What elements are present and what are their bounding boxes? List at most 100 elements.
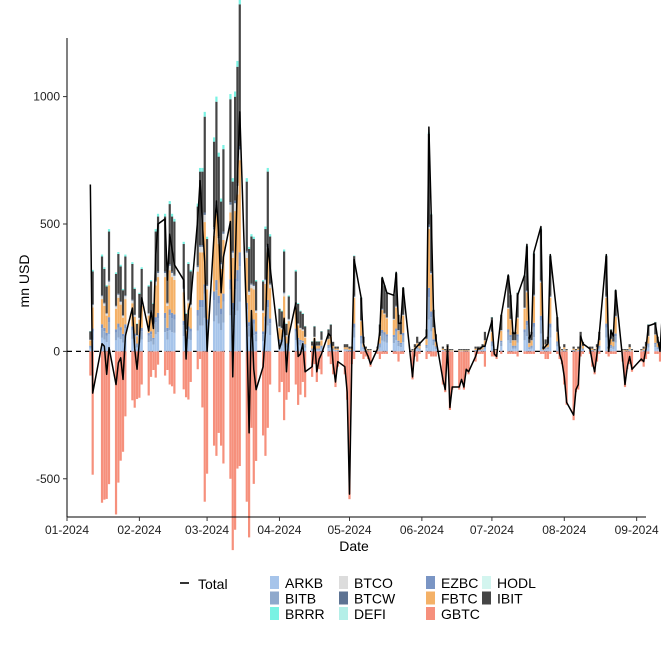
bar-ibit-92 — [399, 322, 402, 335]
bar-arkb-18 — [152, 344, 155, 352]
bar-btco-10 — [124, 296, 127, 300]
bar-gbtc-73 — [336, 351, 339, 367]
bar-ibit-88 — [385, 292, 388, 318]
bar-arkb-69 — [327, 348, 330, 352]
bar-brrr-62 — [301, 313, 304, 314]
bar-btco-100 — [430, 273, 433, 275]
bar-ibit-6 — [114, 273, 118, 306]
bar-gbtc-90 — [395, 351, 398, 354]
bar-btco-3 — [103, 303, 106, 306]
bar-fbtc-132 — [539, 282, 543, 316]
bar-fbtc-10 — [124, 299, 127, 325]
bar-gbtc-32 — [201, 351, 204, 408]
legend-key-arkb — [270, 576, 279, 589]
bar-fbtc-108 — [458, 350, 461, 351]
bar-ezbc-62 — [301, 340, 304, 343]
bar-btco-6 — [114, 306, 118, 309]
bar-arkb-5 — [107, 334, 111, 352]
bar-arkb-124 — [511, 348, 515, 352]
bar-btcw-44 — [238, 145, 241, 150]
bar-ezbc-85 — [378, 343, 381, 345]
bar-ibit-141 — [565, 349, 568, 351]
bar-ezbc-49 — [255, 331, 258, 335]
bar-gbtc-12 — [133, 351, 136, 408]
bar-ezbc-28 — [187, 326, 190, 330]
bar-brrr-18 — [152, 302, 155, 304]
bar-bitb-148 — [591, 350, 594, 351]
bar-bitb-64 — [311, 348, 314, 350]
bar-ezbc-19 — [154, 317, 157, 323]
bar-arkb-113 — [474, 350, 477, 352]
legend-label-defi: DEFI — [354, 606, 386, 622]
bar-brrr-36 — [215, 96, 218, 102]
bar-arkb-38 — [219, 329, 223, 352]
bar-bitb-13 — [135, 344, 139, 348]
bar-bitb-115 — [479, 350, 482, 351]
bar-arkb-117 — [483, 348, 487, 352]
bar-fbtc-23 — [168, 270, 171, 310]
bar-fbtc-5 — [107, 285, 111, 318]
bar-bitb-22 — [166, 331, 169, 340]
bar-bitb-151 — [598, 346, 601, 349]
bar-btcw-89 — [392, 318, 395, 320]
bar-ezbc-8 — [119, 327, 122, 331]
bar-btcw-48 — [252, 284, 255, 287]
bar-brrr-37 — [217, 152, 220, 157]
bar-gbtc-33 — [203, 351, 206, 502]
bar-arkb-103 — [441, 350, 444, 352]
bar-ezbc-52 — [266, 300, 269, 308]
bar-arkb-89 — [392, 343, 395, 352]
x-tick-label: 01-2024 — [45, 523, 89, 537]
bar-arkb-125 — [514, 348, 517, 352]
bar-ibit-125 — [514, 331, 517, 340]
bar-gbtc-104 — [444, 351, 447, 393]
bar-bitb-20 — [156, 318, 160, 333]
bar-ibit-71 — [332, 341, 335, 346]
bar-arkb-99 — [427, 319, 430, 352]
bar-arkb-9 — [121, 342, 125, 352]
bar-arkb-29 — [189, 339, 192, 352]
bar-btco-62 — [301, 329, 304, 331]
bar-bitb-167 — [656, 347, 659, 350]
legend-label-arkb: ARKB — [285, 575, 323, 591]
bar-ibit-38 — [219, 201, 223, 263]
bar-fbtc-46 — [248, 294, 251, 323]
bar-brrr-2 — [100, 254, 104, 257]
bar-brrr-34 — [205, 236, 209, 240]
y-tick-label: -500 — [36, 472, 60, 486]
bar-arkb-65 — [313, 347, 316, 352]
bar-bitb-118 — [490, 342, 494, 347]
bar-ezbc-10 — [124, 324, 127, 329]
bar-btco-93 — [402, 315, 405, 316]
bar-arkb-152 — [605, 337, 608, 352]
bar-fbtc-51 — [264, 283, 267, 317]
bar-ibit-40 — [229, 99, 232, 203]
bar-arkb-100 — [430, 331, 433, 352]
bar-bitb-19 — [154, 322, 157, 335]
bar-btco-99 — [427, 226, 430, 229]
bar-ibit-10 — [124, 256, 127, 296]
bar-gbtc-46 — [248, 351, 251, 538]
bar-gbtc-121 — [500, 351, 503, 354]
bar-fbtc-157 — [621, 350, 624, 351]
bar-brrr-15 — [140, 267, 143, 269]
bar-ibit-47 — [250, 236, 253, 284]
bar-bitb-63 — [304, 345, 307, 348]
bar-ibit-60 — [297, 303, 300, 324]
bar-btco-0 — [89, 339, 92, 341]
bar-ibit-21 — [163, 216, 167, 272]
bar-ibit-67 — [318, 341, 321, 346]
bar-fbtc-83 — [369, 350, 372, 351]
bar-ezbc-16 — [147, 332, 150, 336]
bar-btcw-132 — [539, 280, 543, 282]
bar-fbtc-87 — [383, 314, 386, 333]
bar-fbtc-129 — [528, 343, 531, 348]
bar-btco-63 — [304, 336, 307, 338]
bar-bitb-136 — [549, 327, 552, 338]
bar-brrr-6 — [114, 272, 118, 274]
bar-gbtc-91 — [397, 351, 400, 362]
legend-key-defi — [339, 607, 348, 620]
bar-arkb-39 — [222, 322, 225, 352]
bar-bitb-71 — [332, 348, 335, 350]
bar-gbtc-101 — [432, 351, 435, 357]
